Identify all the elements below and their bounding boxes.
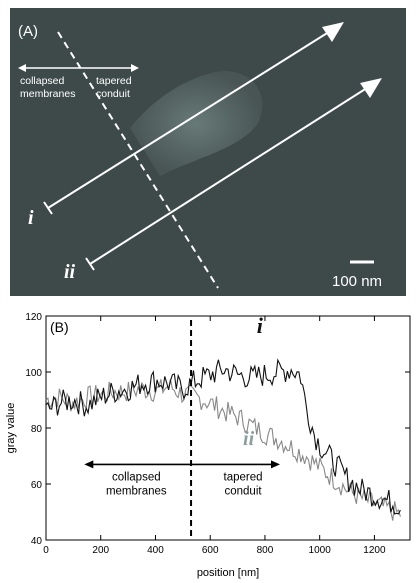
line-ii-label: ii (64, 261, 76, 283)
dashed-boundary-line (57, 31, 219, 289)
x-tick-label: 400 (147, 545, 164, 556)
x-axis-label: position [nm] (197, 567, 259, 579)
annotation-arrow-right-head (271, 460, 280, 469)
annotation-left-text: collapsed (112, 471, 161, 483)
profile-line-i-arrowhead (322, 22, 344, 42)
x-tick-label: 1200 (363, 545, 386, 556)
x-tick-label: 200 (92, 545, 109, 556)
annotation-right-text: conduit (225, 485, 263, 497)
panel-a-label: (A) (18, 23, 38, 40)
profile-line-ii (89, 85, 371, 265)
micrograph-panel-a: (A) collapsed membranes tapered conduit i … (10, 8, 406, 296)
y-tick-label: 40 (31, 536, 43, 547)
scale-bar-label: 100 nm (332, 273, 382, 290)
profile-line-ii-arrowhead (360, 78, 382, 98)
tapered-conduit-label: tapered conduit (96, 75, 132, 100)
line-i-label: i (28, 207, 34, 229)
tapered-conduit-shape (130, 71, 263, 176)
annotation-left-text: membranes (106, 485, 167, 497)
collapsed-membranes-label: collapsed membranes (20, 75, 75, 100)
profile-line-i (47, 29, 333, 209)
series-line-ii (45, 379, 401, 521)
series-ii-label: ii (243, 428, 255, 450)
region-annotation: collapsed membranes tapered conduit (84, 460, 280, 497)
x-tick-label: 800 (257, 545, 274, 556)
x-tick-label: 0 (43, 545, 49, 556)
y-tick-label: 100 (25, 368, 42, 379)
x-tick-label: 1000 (309, 545, 332, 556)
arrow-left-head (18, 64, 26, 72)
plot-frame (45, 315, 411, 541)
y-axis-label: gray value (5, 403, 17, 454)
series-layer (45, 358, 401, 521)
y-tick-label: 60 (31, 480, 43, 491)
y-tick-label: 80 (31, 424, 43, 435)
annotation-arrow-left-head (84, 460, 94, 469)
annotation-right-text: tapered (224, 471, 263, 483)
y-tick-label: 120 (25, 312, 42, 323)
y-axis-ticks: 40 60 80 100 120 (25, 312, 410, 547)
panel-b-label: (B) (50, 319, 69, 335)
profile-line-ii-endcap (85, 257, 95, 271)
profile-line-i-endcap (43, 201, 53, 215)
x-axis-ticks: 0 200 400 600 800 1000 1200 (43, 316, 386, 556)
series-line-i (45, 358, 401, 515)
series-i-label: i (257, 313, 264, 338)
line-profile-chart: (B) 40 60 80 100 120 0 200 400 600 800 1000 1200 g… (5, 312, 411, 579)
arrow-right-head (131, 64, 139, 72)
x-tick-label: 600 (202, 545, 219, 556)
